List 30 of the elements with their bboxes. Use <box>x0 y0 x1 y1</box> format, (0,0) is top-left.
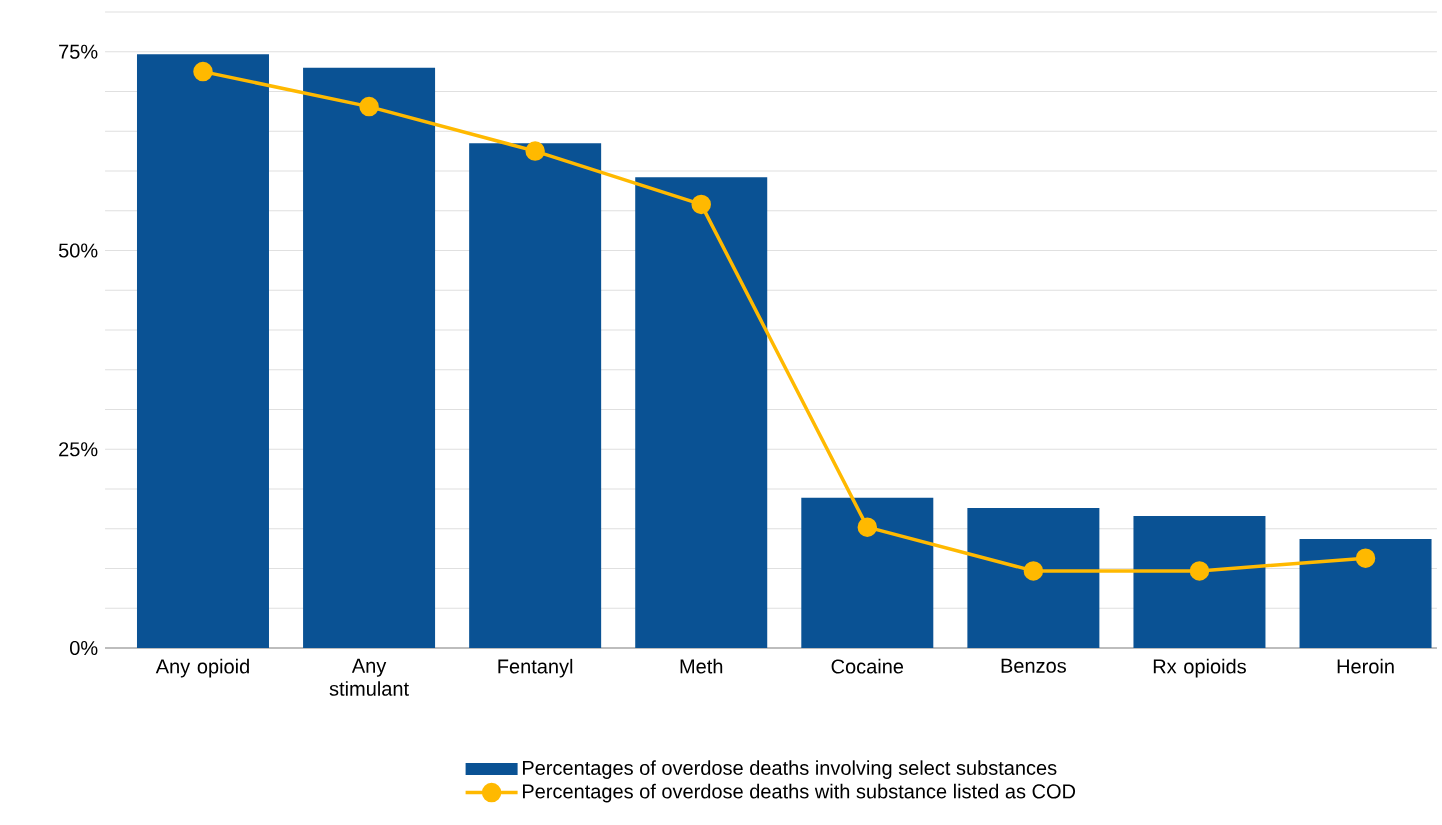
y-tick-label: 0% <box>70 640 98 656</box>
bar <box>1299 539 1432 648</box>
legend-label: Percentages of overdose deaths with substance listed as COD <box>523 783 1076 803</box>
point <box>193 61 213 82</box>
bar <box>136 54 269 648</box>
point <box>1189 561 1210 581</box>
x-tick-label: Fentanyl <box>498 658 573 678</box>
y-tick-label: 25% <box>59 442 98 457</box>
bar <box>469 143 602 648</box>
y-tick-label: 75% <box>59 44 98 59</box>
point <box>359 96 379 117</box>
x-tick-label: Benzos <box>1001 658 1066 673</box>
x-tick-label: Rx opioids <box>1153 658 1246 678</box>
x-tick-label: Any opioid <box>155 658 249 678</box>
x-tick-label: Cocaine <box>831 658 904 674</box>
bar <box>967 508 1100 648</box>
bar <box>1133 516 1266 648</box>
point <box>691 194 711 215</box>
x-tick-label: Meth <box>680 658 723 674</box>
bar <box>635 177 768 648</box>
point <box>1355 548 1376 568</box>
x-tick-label: Heroin <box>1337 658 1394 674</box>
point <box>857 517 878 537</box>
x-tick-label: Any stimulant <box>329 658 409 696</box>
legend-label: Percentages of overdose deaths involving select substances <box>523 760 1057 779</box>
bar <box>801 497 934 648</box>
point <box>525 141 545 161</box>
bar <box>303 67 436 648</box>
y-tick-label: 50% <box>58 243 98 258</box>
point <box>1023 561 1044 581</box>
